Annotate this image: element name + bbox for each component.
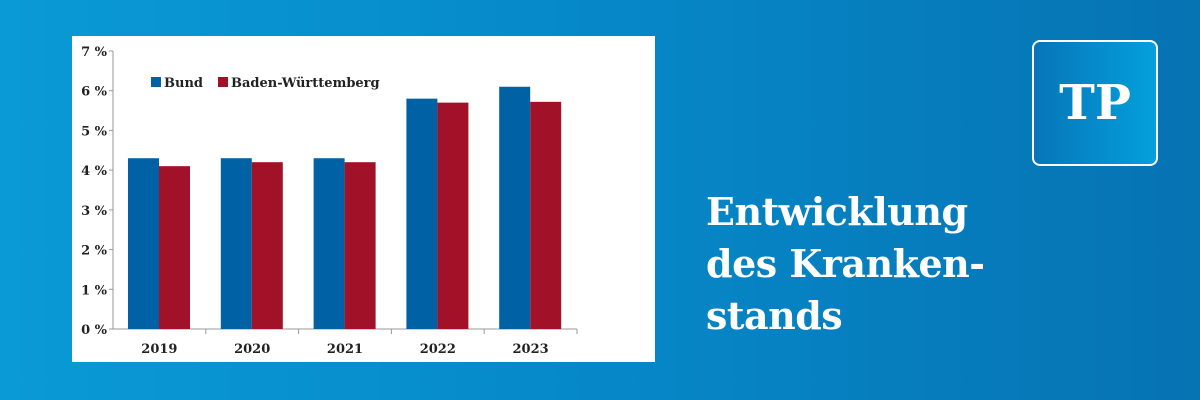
headline-line-1: Entwicklung <box>706 189 968 234</box>
x-tick-label: 2021 <box>327 342 363 357</box>
bar-baden-w-rttemberg-2020 <box>251 162 283 329</box>
headline: Entwicklung des Kranken- stands <box>706 186 985 342</box>
bar-baden-w-rttemberg-2023 <box>530 101 562 329</box>
bar-baden-w-rttemberg-2019 <box>159 166 190 329</box>
bar-bund-2023 <box>499 86 531 329</box>
bar-bund-2020 <box>220 158 252 329</box>
headline-line-2: des Kranken- <box>706 241 985 286</box>
y-tick-label: 0 % <box>81 323 108 338</box>
bar-bund-2021 <box>313 158 345 329</box>
bar-baden-w-rttemberg-2022 <box>437 102 469 329</box>
legend-label: Bund <box>164 76 203 91</box>
x-tick-label: 2020 <box>234 342 270 357</box>
y-tick-label: 7 % <box>81 45 108 60</box>
x-tick-label: 2023 <box>513 342 549 357</box>
legend-swatch <box>218 77 228 87</box>
y-tick-label: 2 % <box>81 244 108 259</box>
bar-baden-w-rttemberg-2021 <box>344 162 376 329</box>
bar-chart: 0 % 1 % 2 % 3 % 4 % 5 % 6 % 7 % 2019 2020 2021 2022… <box>72 36 655 362</box>
tp-logo: TP <box>1032 40 1158 166</box>
y-tick-label: 1 % <box>81 283 108 298</box>
bar-bund-2022 <box>406 98 438 330</box>
x-tick-label: 2019 <box>141 342 177 357</box>
y-tick-label: 5 % <box>81 124 108 139</box>
legend-label: Baden-Württemberg <box>231 76 380 91</box>
y-tick-label: 4 % <box>81 164 108 179</box>
x-tick-label: 2022 <box>420 342 456 357</box>
legend-swatch <box>151 77 161 87</box>
headline-line-3: stands <box>706 293 843 338</box>
y-tick-label: 3 % <box>81 204 108 219</box>
bar-bund-2019 <box>128 158 159 329</box>
chart-svg: 0 % 1 % 2 % 3 % 4 % 5 % 6 % 7 % 2019 2020 2021 2022… <box>81 45 578 357</box>
y-tick-label: 6 % <box>81 85 108 100</box>
